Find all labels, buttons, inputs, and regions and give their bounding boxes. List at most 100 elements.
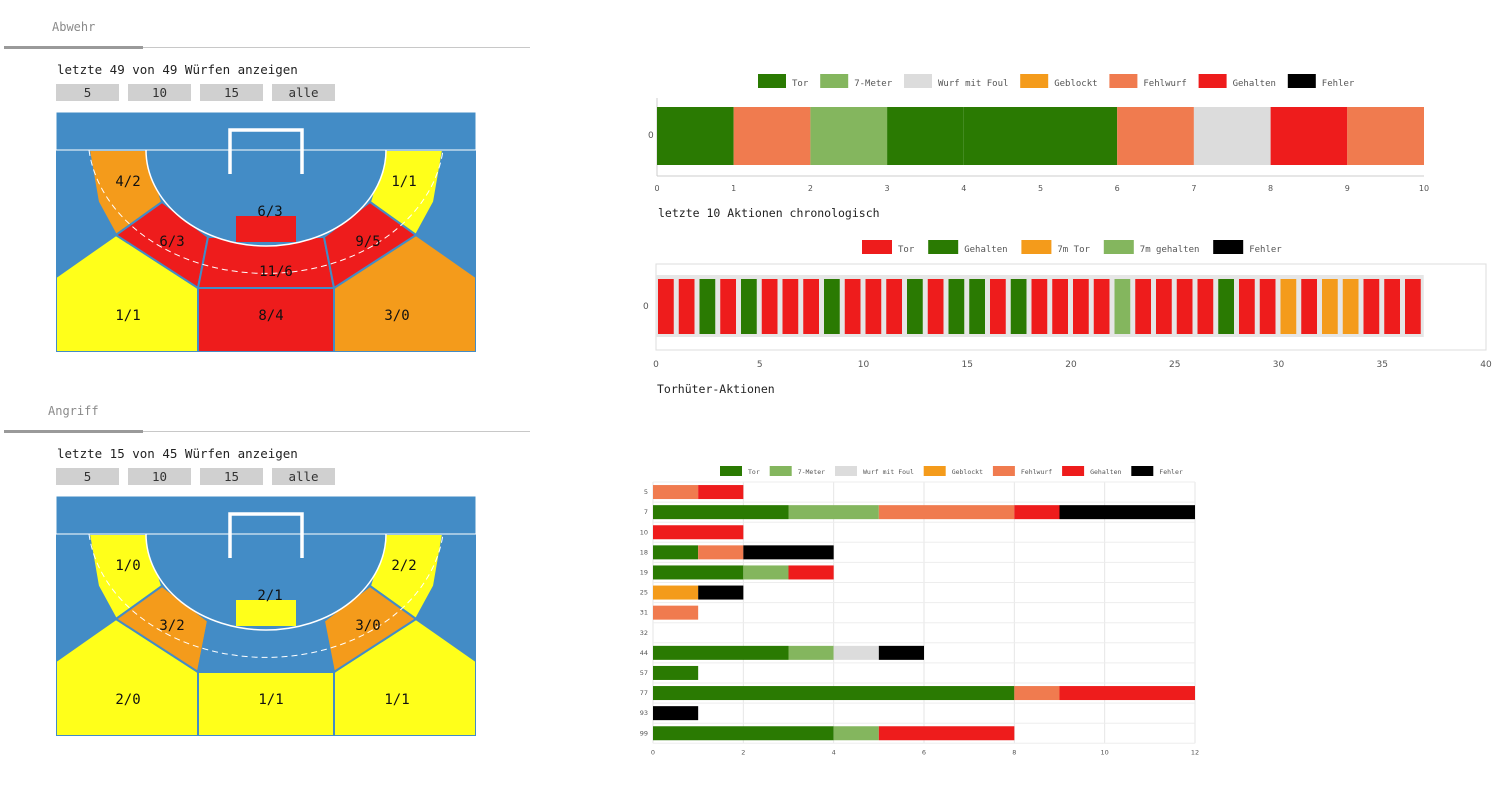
- player-shot-bar: [878, 726, 1015, 741]
- goalkeeper-actions-chart: Tor Gehalten 7m Tor 7m gehalten Fehler 0 0 5 10 1…: [640, 234, 1500, 374]
- goalkeeper-action-bar: [1363, 279, 1380, 334]
- filter-5-button[interactable]: 5: [56, 468, 119, 485]
- legend-swatch: [992, 466, 1015, 476]
- goalkeeper-action-bar: [1052, 279, 1068, 334]
- x-tick-label: 8: [1268, 184, 1273, 193]
- x-tick-label: 9: [1345, 184, 1350, 193]
- x-tick-label: 0: [653, 360, 659, 370]
- player-shot-bar: [1014, 686, 1060, 701]
- tab-underline: [4, 46, 143, 49]
- goalkeeper-action-bar: [1280, 279, 1297, 334]
- legend-label: Wurf mit Foul: [938, 79, 1008, 89]
- legend-swatch: [862, 240, 892, 254]
- legend-swatch: [1131, 466, 1154, 476]
- legend-swatch: [835, 466, 857, 476]
- center-six-inner-zone: [236, 600, 296, 626]
- goalkeeper-action-bar: [1342, 279, 1359, 334]
- right-nine-label: 9/5: [355, 234, 380, 250]
- goalkeeper-action-bar: [803, 279, 819, 334]
- goalkeeper-action-bar: [1197, 279, 1214, 334]
- filter-5-button[interactable]: 5: [56, 84, 119, 101]
- action-bar: [1270, 107, 1348, 165]
- player-shot-bar: [698, 585, 744, 600]
- right-wing-label: 2/2: [391, 558, 416, 574]
- legend-label: Fehlwurf: [1143, 79, 1186, 89]
- right-wing-label: 1/1: [391, 174, 416, 190]
- tab-angriff[interactable]: Angriff: [48, 404, 99, 418]
- legend-swatch: [1103, 240, 1134, 254]
- y-tick-label: 0: [643, 302, 649, 312]
- goalkeeper-action-bar: [969, 279, 985, 334]
- player-shot-bar: [878, 505, 1015, 520]
- x-tick-label: 20: [1065, 360, 1077, 370]
- x-tick-label: 12: [1191, 748, 1199, 756]
- goalkeeper-actions-chart-title: Torhüter-Aktionen: [657, 382, 775, 396]
- player-shots-chart-svg: Tor 7-Meter Wurf mit Foul Geblockt Fehlwurf G…: [640, 466, 1199, 756]
- x-tick-label: 3: [885, 184, 890, 193]
- player-shot-bar: [1059, 686, 1195, 701]
- goalkeeper-action-bar: [1114, 279, 1131, 334]
- tab-abwehr[interactable]: Abwehr: [52, 20, 96, 34]
- y-tick-label: 5: [644, 488, 648, 496]
- left-nine-label: 6/3: [159, 234, 184, 250]
- player-shot-bar: [788, 505, 879, 520]
- goalkeeper-action-bar: [1405, 279, 1421, 334]
- player-shot-bar: [653, 585, 699, 600]
- x-tick-label: 4: [832, 748, 836, 756]
- legend-label: Geblockt: [952, 468, 983, 476]
- x-tick-label: 0: [651, 748, 655, 756]
- left-wing-label: 4/2: [115, 174, 140, 190]
- filter-15-button[interactable]: 15: [200, 468, 263, 485]
- player-shot-bar: [653, 505, 789, 520]
- filter-all-button[interactable]: alle: [272, 468, 335, 485]
- x-tick-label: 15: [962, 360, 973, 370]
- filter-10-button[interactable]: 10: [128, 84, 191, 101]
- goalkeeper-action-bar: [1156, 279, 1172, 334]
- legend-swatch: [769, 466, 792, 476]
- center-six-label: 2/1: [257, 588, 282, 604]
- y-tick-label: 57: [640, 669, 648, 677]
- abwehr-court: 4/2 1/1 6/3 6/3 11/6 9/5 1/1 8/4 3/0: [56, 112, 476, 352]
- last-actions-chart-title: letzte 10 Aktionen chronologisch: [658, 206, 880, 220]
- x-tick-label: 6: [922, 748, 926, 756]
- x-tick-label: 5: [757, 360, 763, 370]
- legend-label: Wurf mit Foul: [863, 468, 914, 476]
- player-shot-bar: [698, 545, 744, 560]
- last-actions-chart: Tor 7-Meter Wurf mit Foul Geblockt Fehlwurf G…: [640, 66, 1440, 196]
- goalkeeper-action-bar: [948, 279, 965, 334]
- goal-area-line: [145, 533, 387, 631]
- goalkeeper-action-bar: [1239, 279, 1255, 334]
- x-tick-label: 4: [961, 184, 966, 193]
- action-bar: [657, 107, 734, 165]
- legend-swatch: [1109, 74, 1138, 88]
- legend-label: Gehalten: [1233, 79, 1276, 89]
- goalkeeper-action-bar: [844, 279, 861, 334]
- goalkeeper-action-bar: [1010, 279, 1027, 334]
- goalkeeper-action-bar: [1301, 279, 1317, 334]
- y-tick-label: 7: [644, 508, 648, 516]
- goalkeeper-action-bar: [782, 279, 799, 334]
- player-shot-bar: [1014, 505, 1060, 520]
- player-shot-bar: [653, 605, 699, 620]
- x-tick-label: 5: [1038, 184, 1043, 193]
- free-throw-line: [88, 149, 444, 274]
- legend-swatch: [1020, 74, 1049, 88]
- court-svg: 4/2 1/1 6/3 6/3 11/6 9/5 1/1 8/4 3/0: [56, 112, 476, 352]
- y-tick-label: 19: [640, 568, 648, 576]
- player-shot-bar: [788, 645, 834, 660]
- y-tick-label: 99: [640, 729, 648, 737]
- legend-label: Tor: [898, 245, 915, 255]
- action-bar: [1193, 107, 1271, 165]
- left-back-label: 1/1: [115, 308, 140, 324]
- filter-all-button[interactable]: alle: [272, 84, 335, 101]
- player-shot-bar: [653, 665, 699, 680]
- legend-swatch: [1287, 74, 1316, 88]
- goalkeeper-action-bar: [927, 279, 944, 334]
- legend-label: Gehalten: [1090, 468, 1121, 476]
- filter-15-button[interactable]: 15: [200, 84, 263, 101]
- goalkeeper-action-bar: [699, 279, 716, 334]
- goalkeeper-action-bar: [886, 279, 902, 334]
- x-tick-label: 10: [858, 360, 870, 370]
- filter-10-button[interactable]: 10: [128, 468, 191, 485]
- player-shot-bar: [653, 565, 744, 580]
